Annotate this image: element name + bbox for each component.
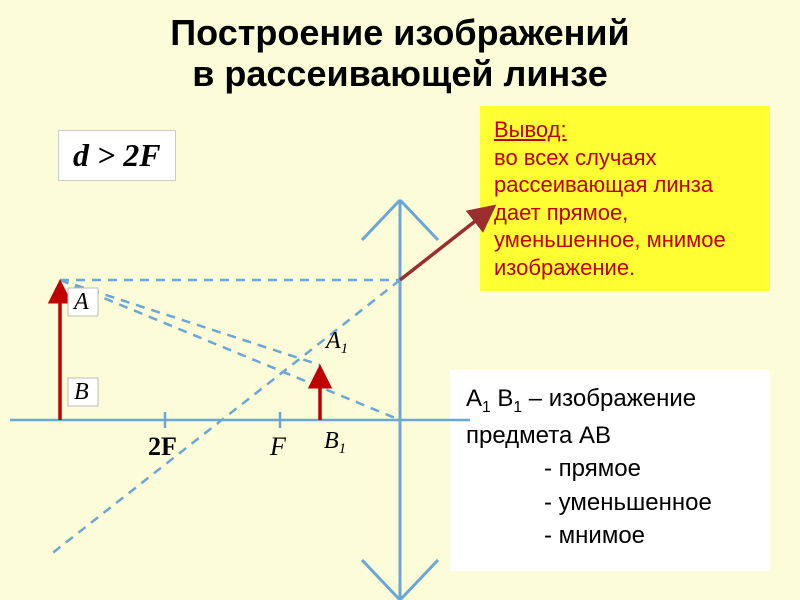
lens-bottom-left	[362, 560, 400, 600]
label-B: B	[74, 379, 89, 405]
conclusion-box: Вывод: во всех случаях рассеивающая линз…	[480, 106, 770, 291]
conclusion-body: во всех случаях рассеивающая линза дает …	[494, 145, 726, 280]
label-A: A	[72, 289, 89, 315]
label-A1: A1	[324, 328, 348, 357]
caption-line-2: предмета АВ	[466, 419, 754, 453]
ray-virtual-back	[50, 280, 400, 555]
label-F: F	[269, 432, 287, 461]
formula-box: d > 2F	[58, 130, 176, 181]
page-title: Построение изображений в рассеивающей ли…	[0, 0, 800, 101]
lens-bottom-right	[400, 560, 438, 600]
caption-bullet-3: - мнимое	[466, 519, 754, 553]
lens-top-right	[400, 200, 438, 240]
lens-top-left	[362, 200, 400, 240]
ray-refracted	[400, 208, 492, 280]
conclusion-heading: Вывод:	[494, 117, 567, 142]
caption-line-1: А1 В1 – изображение	[466, 382, 754, 419]
title-line-1: Построение изображений	[170, 12, 629, 53]
optics-diagram: A B A1 B1 F 2F	[0, 180, 500, 600]
label-2F: 2F	[148, 432, 177, 461]
ray-top-to-image	[60, 280, 320, 365]
caption-bullet-1: - прямое	[466, 452, 754, 486]
formula-text: d > 2F	[73, 137, 161, 173]
label-B1: B1	[324, 428, 346, 457]
title-line-2: в рассеивающей линзе	[192, 53, 607, 94]
ray-center-dashed	[60, 280, 400, 420]
caption-bullet-2: - уменьшенное	[466, 486, 754, 520]
